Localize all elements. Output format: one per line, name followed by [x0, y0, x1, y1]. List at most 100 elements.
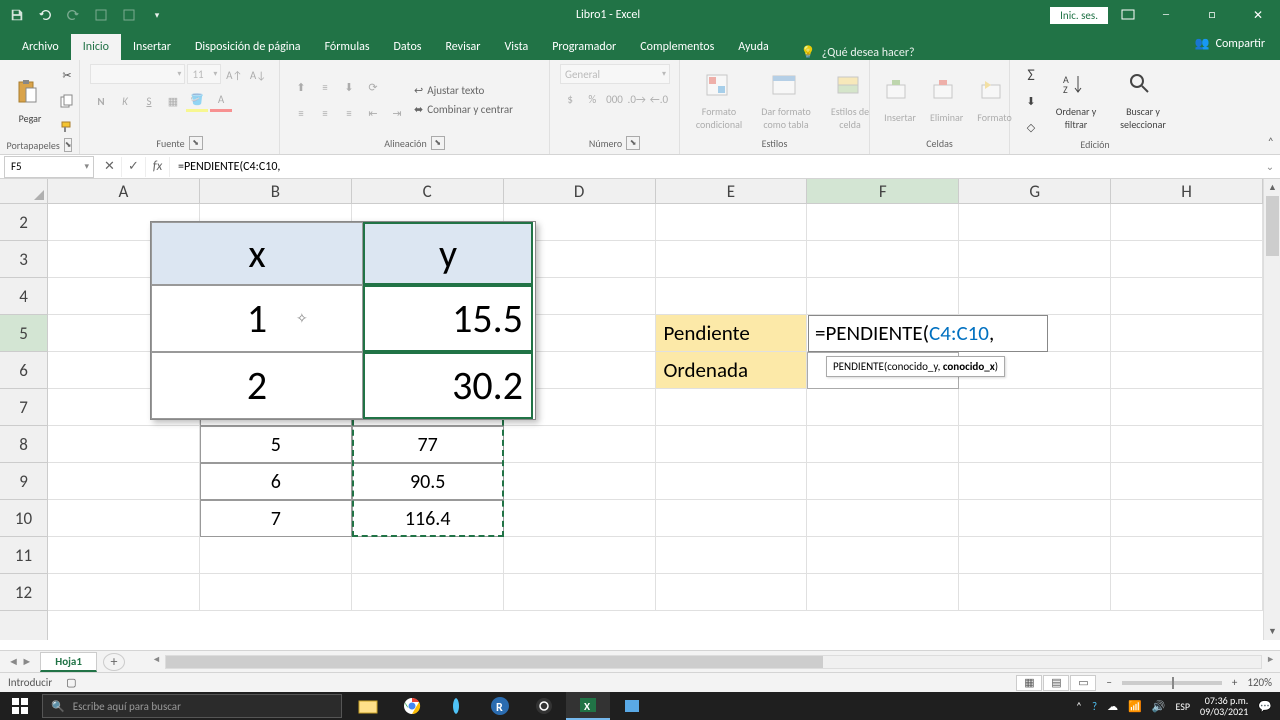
sort-filter-button[interactable]: AZOrdenar y filtrar — [1048, 69, 1104, 133]
scroll-down-icon[interactable]: ▼ — [1264, 623, 1280, 640]
cell-B8[interactable]: 5 — [200, 426, 352, 463]
task-obs-icon[interactable] — [522, 692, 566, 720]
comma-icon[interactable]: 000 — [604, 88, 624, 110]
col-A[interactable]: A — [48, 179, 200, 203]
bold-button[interactable]: N — [90, 90, 112, 112]
italic-button[interactable]: K — [114, 90, 136, 112]
add-sheet-button[interactable]: + — [103, 653, 125, 671]
sign-in-button[interactable]: Inic. ses. — [1050, 7, 1108, 24]
tab-review[interactable]: Revisar — [433, 34, 492, 60]
scroll-thumb-v[interactable] — [1266, 196, 1279, 256]
tab-data[interactable]: Datos — [382, 34, 434, 60]
col-E[interactable]: E — [656, 179, 808, 203]
font-launcher[interactable]: ⬊ — [189, 136, 203, 150]
task-app2-icon[interactable] — [610, 692, 654, 720]
autosum-icon[interactable]: Σ — [1020, 64, 1042, 86]
tray-notifications-icon[interactable]: 💬 — [1258, 700, 1272, 713]
row-2[interactable]: 2 — [0, 204, 47, 241]
find-select-button[interactable]: Buscar y seleccionar — [1110, 69, 1176, 133]
tab-view[interactable]: Vista — [492, 34, 540, 60]
row-10[interactable]: 10 — [0, 500, 47, 537]
merge-button[interactable]: ⬌Combinar y centrar — [414, 103, 513, 116]
tab-home[interactable]: Inicio — [71, 34, 121, 60]
horizontal-scrollbar[interactable]: ◄► — [165, 655, 1262, 669]
tab-file[interactable]: Archivo — [10, 34, 71, 60]
tab-help[interactable]: Ayuda — [726, 34, 781, 60]
sheet-tab-hoja1[interactable]: Hoja1 — [40, 652, 97, 672]
clear-icon[interactable]: ◇ — [1020, 116, 1042, 138]
grid[interactable]: A B C D E F G H 2 3 4 5 6 7 8 9 10 11 12… — [0, 179, 1280, 640]
alignment-launcher[interactable]: ⬊ — [431, 136, 445, 150]
cut-icon[interactable]: ✂ — [56, 64, 78, 86]
cell-B9[interactable]: 6 — [200, 463, 352, 500]
zoom-in-icon[interactable]: + — [1232, 676, 1237, 689]
cancel-formula-icon[interactable]: ✕ — [98, 157, 122, 177]
col-C[interactable]: C — [352, 179, 504, 203]
number-format-combo[interactable]: General — [560, 64, 670, 84]
qat-icon-2[interactable] — [120, 6, 138, 24]
number-launcher[interactable]: ⬊ — [626, 136, 640, 150]
cond-format-button[interactable]: Formato condicional — [690, 69, 748, 133]
col-F[interactable]: F — [807, 179, 959, 203]
redo-icon[interactable] — [64, 6, 82, 24]
cell-C9[interactable]: 90.5 — [352, 463, 504, 500]
zoom-out-icon[interactable]: − — [1106, 676, 1111, 689]
task-r-icon[interactable]: R — [478, 692, 522, 720]
display-options-icon[interactable] — [1114, 1, 1142, 29]
align-bottom-icon[interactable]: ⬇ — [338, 76, 360, 98]
inc-decimal-icon[interactable]: .0→ — [627, 88, 647, 110]
col-D[interactable]: D — [504, 179, 656, 203]
font-color-button[interactable]: A — [210, 90, 232, 112]
tray-onedrive-icon[interactable]: ☁ — [1107, 700, 1118, 713]
row-4[interactable]: 4 — [0, 278, 47, 315]
cell-B10[interactable]: 7 — [200, 500, 352, 537]
cell-pendiente-label[interactable]: Pendiente — [656, 315, 808, 352]
share-button[interactable]: Compartir — [1216, 37, 1265, 51]
row-11[interactable]: 11 — [0, 537, 47, 574]
name-box[interactable]: F5 — [4, 156, 94, 178]
task-app1-icon[interactable] — [434, 692, 478, 720]
tray-up-icon[interactable]: ˄ — [1076, 700, 1082, 713]
fill-color-button[interactable]: 🪣 — [186, 90, 208, 112]
cell-ordenada-label[interactable]: Ordenada — [656, 352, 808, 389]
cell-C10[interactable]: 116.4 — [352, 500, 504, 537]
align-left-icon[interactable]: ≡ — [290, 102, 312, 124]
formula-edit-overlay[interactable]: =PENDIENTE(C4:C10, — [808, 315, 1048, 352]
fill-icon[interactable]: ⬇ — [1020, 90, 1042, 112]
zoom-level[interactable]: 120% — [1247, 676, 1272, 689]
tab-formulas[interactable]: Fórmulas — [313, 34, 382, 60]
copy-icon[interactable] — [56, 90, 78, 112]
save-icon[interactable] — [8, 6, 26, 24]
task-chrome-icon[interactable] — [390, 692, 434, 720]
col-B[interactable]: B — [200, 179, 352, 203]
qat-more-icon[interactable]: ▾ — [148, 6, 166, 24]
insert-cells-button[interactable]: Insertar — [880, 75, 920, 126]
align-right-icon[interactable]: ≡ — [338, 102, 360, 124]
col-H[interactable]: H — [1111, 179, 1263, 203]
task-excel-icon[interactable]: X — [566, 692, 610, 720]
tell-me-search[interactable]: 💡 ¿Qué desea hacer? — [801, 45, 915, 60]
tab-nav[interactable]: ◄ ► — [0, 655, 40, 668]
page-layout-view-icon[interactable]: ▤ — [1043, 675, 1069, 691]
taskbar-search[interactable]: 🔍 Escribe aquí para buscar — [42, 694, 342, 718]
minimize-button[interactable]: ─ — [1144, 1, 1188, 29]
normal-view-icon[interactable]: ▦ — [1016, 675, 1042, 691]
delete-cells-button[interactable]: Eliminar — [926, 75, 967, 126]
percent-icon[interactable]: % — [582, 88, 602, 110]
row-6[interactable]: 6 — [0, 352, 47, 389]
shrink-font-icon[interactable]: A↓ — [247, 64, 269, 86]
zoom-slider[interactable] — [1122, 681, 1222, 685]
format-table-button[interactable]: Dar formato como tabla — [754, 69, 818, 133]
macro-record-icon[interactable]: ▢ — [66, 676, 76, 689]
formula-input[interactable]: =PENDIENTE(C4:C10, — [170, 160, 1260, 174]
qat-icon-1[interactable] — [92, 6, 110, 24]
paste-button[interactable]: Pegar — [10, 76, 50, 127]
vertical-scrollbar[interactable]: ▲ ▼ — [1263, 179, 1280, 640]
orientation-icon[interactable]: ⟳ — [362, 76, 384, 98]
cell-C8[interactable]: 77 — [352, 426, 504, 463]
tray-wifi-icon[interactable]: 📶 — [1128, 700, 1142, 713]
clipboard-launcher[interactable]: ⬊ — [64, 138, 73, 152]
start-button[interactable] — [0, 692, 40, 720]
align-center-icon[interactable]: ≡ — [314, 102, 336, 124]
currency-icon[interactable]: $ — [560, 88, 580, 110]
